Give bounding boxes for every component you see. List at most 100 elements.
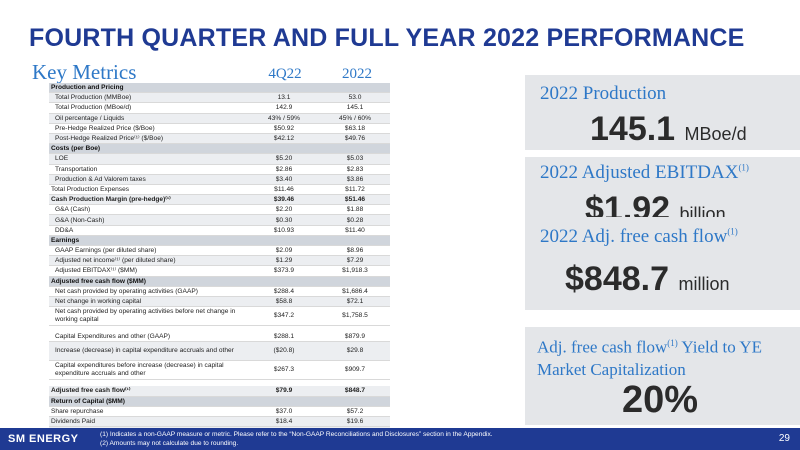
table-row: G&A (Cash) $2.20 $1.88 [49, 204, 390, 216]
value-4q22: $267.3 [248, 360, 320, 381]
metric-label: Production & Ad Valorem taxes [49, 174, 248, 185]
value-2022: $2.83 [320, 164, 390, 175]
value-4q22: 13.1 [248, 92, 320, 104]
fcf-card-background [525, 217, 800, 310]
metric-label: Adjusted free cash flow⁽¹⁾ [49, 386, 248, 397]
footnote-2: (2) Amounts may not calculate due to rou… [100, 440, 239, 447]
metric-label: Post-Hedge Realized Price⁽¹⁾ ($/Boe) [49, 133, 248, 145]
metric-label: Adjusted EBITDAX⁽¹⁾ ($MM) [49, 265, 248, 277]
value-4q22: $42.12 [248, 133, 320, 145]
value-4q22: $2.86 [248, 164, 320, 175]
value-4q22: $3.40 [248, 174, 320, 185]
value-4q22: $50.92 [248, 123, 320, 134]
fcf-card: 2022 Adj. free cash flow(1) $848.7 milli… [525, 217, 800, 310]
table-row: Cash Production Margin (pre-hedge)⁽¹⁾ $39… [49, 194, 390, 206]
table-row: Oil percentage / Liquids 43% / 59% 45% / 6… [49, 113, 390, 124]
table-row: Net cash provided by operating activitie… [49, 286, 390, 297]
table-row: Capital Expenditures and other (GAAP) $28… [49, 332, 390, 343]
fcf-footnote-marker: (1) [727, 226, 738, 237]
production-unit: MBoe/d [684, 124, 747, 144]
value-4q22: $79.9 [248, 386, 320, 397]
value-4q22: $37.0 [248, 406, 320, 417]
value-4q22: $10.93 [248, 225, 320, 236]
yield-card: Adj. free cash flow(1) Yield to YE Marke… [525, 327, 800, 425]
footer-bar: SM ENERGY (1) Indicates a non-GAAP measu… [0, 428, 800, 450]
value-4q22 [248, 276, 320, 287]
table-section-header: Production and Pricing [49, 83, 390, 94]
metric-label: Costs (per Boe) [49, 143, 248, 155]
metric-label: Transportation [49, 164, 248, 175]
metric-label: DD&A [49, 225, 248, 236]
value-4q22 [248, 143, 320, 155]
table-section-header: Earnings [49, 235, 390, 247]
value-2022: $0.28 [320, 214, 390, 226]
value-4q22: $1.29 [248, 255, 320, 267]
value-2022: $51.46 [320, 194, 390, 206]
value-2022: $19.6 [320, 416, 390, 428]
value-2022: $879.9 [320, 332, 390, 343]
metric-label: LOE [49, 153, 248, 165]
value-4q22 [248, 83, 320, 94]
table-row: Dividends Paid $18.4 $19.6 [49, 416, 390, 428]
table-row: DD&A $10.93 $11.40 [49, 225, 390, 236]
table-row: Total Production (MBoe/d) 142.9 145.1 [49, 102, 390, 114]
metric-label: Adjusted net income⁽¹⁾ (per diluted shar… [49, 255, 248, 267]
key-metrics-heading: Key Metrics [32, 60, 137, 84]
table-section-header: Costs (per Boe) [49, 143, 390, 155]
metric-label: Net cash provided by operating activitie… [49, 306, 248, 327]
table-row: Increase (decrease) in capital expenditu… [49, 341, 390, 362]
metric-label: Pre-Hedge Realized Price ($/Boe) [49, 123, 248, 134]
value-4q22: $347.2 [248, 306, 320, 327]
value-4q22: $11.46 [248, 184, 320, 196]
value-2022: $1,918.3 [320, 265, 390, 277]
value-2022: $5.03 [320, 153, 390, 165]
value-4q22 [248, 396, 320, 407]
page-title: FOURTH QUARTER AND FULL YEAR 2022 PERFOR… [29, 24, 745, 52]
metric-label: G&A (Cash) [49, 204, 248, 216]
fcf-label-text: 2022 Adj. free cash flow [540, 226, 728, 247]
key-metrics-table: Production and Pricing Total Production (… [49, 83, 390, 438]
yield-label: Adj. free cash flow(1) Yield to YE Marke… [537, 332, 762, 381]
metric-label: Share repurchase [49, 406, 248, 417]
value-4q22: $18.4 [248, 416, 320, 428]
value-2022: $1,686.4 [320, 286, 390, 297]
value-2022: $848.7 [320, 386, 390, 397]
table-row: Adjusted net income⁽¹⁾ (per diluted shar… [49, 255, 390, 267]
value-4q22 [248, 235, 320, 247]
value-2022 [320, 235, 390, 247]
metric-label: G&A (Non-Cash) [49, 214, 248, 226]
table-row: Post-Hedge Realized Price⁽¹⁾ ($/Boe) $42.… [49, 133, 390, 145]
page-number: 29 [778, 433, 790, 444]
metric-label: Net change in working capital [49, 296, 248, 308]
table-section-header: Return of Capital ($MM) [49, 396, 390, 407]
value-2022: $63.18 [320, 123, 390, 134]
table-row: Total Production (MMBoe) 13.1 53.0 [49, 92, 390, 104]
yield-footnote-marker: (1) [667, 338, 678, 348]
table-row: Production & Ad Valorem taxes $3.40 $3.86 [49, 174, 390, 185]
value-2022: $72.1 [320, 296, 390, 308]
column-header-4q22: 4Q22 [268, 66, 302, 82]
value-2022 [320, 396, 390, 407]
table-row: Net cash provided by operating activitie… [49, 306, 390, 327]
yield-value: 20% [622, 379, 699, 421]
footnote-1: (1) Indicates a non-GAAP measure or metr… [100, 431, 493, 438]
yield-label-text-b: Yield to YE [677, 337, 762, 357]
metric-label: Adjusted free cash flow ($MM) [49, 276, 248, 287]
fcf-number: $848.7 [565, 260, 669, 298]
table-row: Net change in working capital $58.8 $72.1 [49, 296, 390, 308]
production-label: 2022 Production [540, 83, 667, 104]
table-section-header: Adjusted free cash flow ($MM) [49, 276, 390, 287]
ebitdax-label: 2022 Adjusted EBITDAX(1) [540, 162, 749, 184]
metric-label: Oil percentage / Liquids [49, 113, 248, 124]
metric-label: Return of Capital ($MM) [49, 396, 248, 407]
metric-label: Capital Expenditures and other (GAAP) [49, 332, 248, 343]
yield-label-text-c: Market Capitalization [537, 359, 686, 379]
value-2022: $7.29 [320, 255, 390, 267]
value-4q22: ($20.8) [248, 341, 320, 362]
metric-label: Dividends Paid [49, 416, 248, 428]
value-2022 [320, 83, 390, 94]
yield-label-text-a: Adj. free cash flow [537, 337, 668, 357]
footnotes: (1) Indicates a non-GAAP measure or metr… [100, 430, 493, 448]
value-2022: 53.0 [320, 92, 390, 104]
production-card: 2022 Production 145.1 MBoe/d [525, 75, 800, 150]
